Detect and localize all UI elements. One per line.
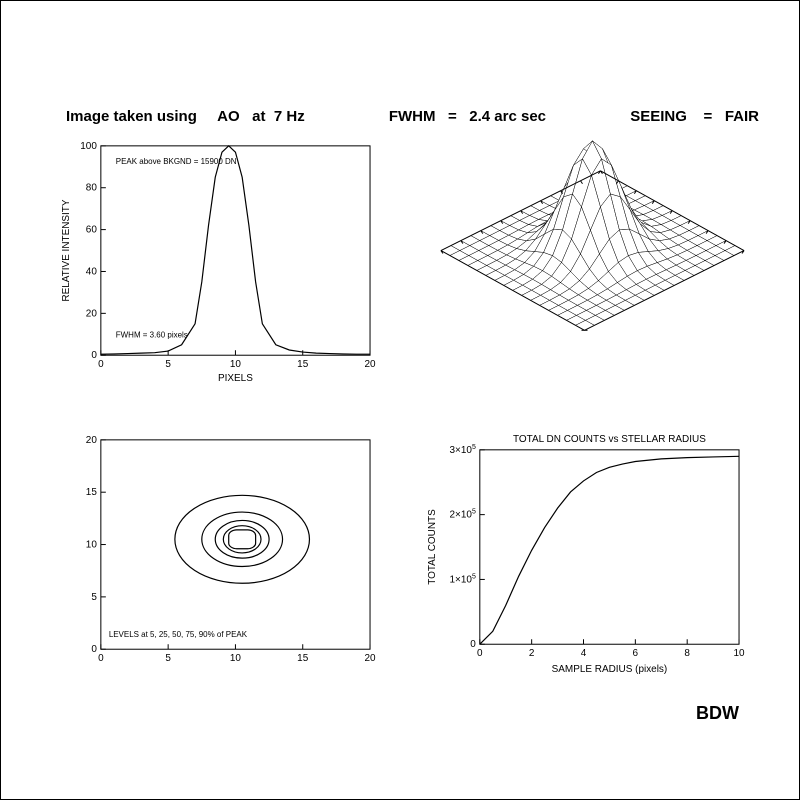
svg-text:3×105: 3×105 [450,444,476,456]
svg-text:10: 10 [230,359,242,370]
svg-text:1×105: 1×105 [450,573,476,585]
svg-text:0: 0 [470,639,476,650]
svg-text:PIXELS: PIXELS [218,373,253,384]
panels-grid: 05101520020406080100PIXELSRELATIVE INTEN… [51,131,749,689]
svg-text:10: 10 [86,540,98,551]
svg-text:0: 0 [91,350,97,361]
header-fwhm-value: 2.4 arc sec [469,108,546,125]
svg-text:100: 100 [80,141,97,152]
panel-contour: 0 5 10 15 20 0 5 10 15 20 LEVELS at 5, 25, 50, 75,… [51,425,380,689]
svg-text:4: 4 [581,648,587,659]
page-root: Image taken using AO at 7 Hz FWHM = 2.4 … [0,0,800,800]
growth-svg: TOTAL DN COUNTS vs STELLAR RADIUS 0 2 4 6 8 10… [420,425,749,689]
svg-text:TOTAL COUNTS: TOTAL COUNTS [427,509,438,585]
svg-text:15: 15 [297,653,309,664]
footer-signature: BDW [696,703,739,724]
svg-text:10: 10 [733,648,745,659]
svg-text:20: 20 [86,435,98,446]
header-seeing-value: FAIR [725,108,759,125]
panel-surface [420,131,749,395]
svg-text:0: 0 [98,653,104,664]
svg-text:5: 5 [165,359,171,370]
svg-text:15: 15 [297,359,309,370]
svg-text:5: 5 [91,592,97,603]
svg-text:10: 10 [230,653,242,664]
header-seeing-label: SEEING = [630,108,725,125]
svg-text:FWHM = 3.60 pixels: FWHM = 3.60 pixels [116,330,188,339]
svg-text:TOTAL DN COUNTS vs STELLAR RAD: TOTAL DN COUNTS vs STELLAR RADIUS [513,434,706,445]
panel-profile: 0 5 10 15 20 0 20 40 60 80 100 PIXELS RELATIVE INTEN… [51,131,380,395]
header-mode-pre: Image taken using [66,108,217,125]
svg-text:20: 20 [86,308,98,319]
svg-text:80: 80 [86,183,98,194]
contour-svg: 0 5 10 15 20 0 5 10 15 20 LEVELS at 5, 25, 50, 75,… [51,425,380,689]
svg-text:20: 20 [364,359,376,370]
header-fwhm-label: FWHM = [389,108,469,125]
svg-text:8: 8 [684,648,690,659]
svg-text:40: 40 [86,266,98,277]
panel-growth: TOTAL DN COUNTS vs STELLAR RADIUS 0 2 4 6 8 10… [420,425,749,689]
svg-text:20: 20 [364,653,376,664]
svg-text:5: 5 [165,653,171,664]
svg-text:6: 6 [633,648,639,659]
svg-text:2: 2 [529,648,535,659]
svg-text:PEAK above BKGND = 15900 DN: PEAK above BKGND = 15900 DN [116,157,237,166]
svg-text:2×105: 2×105 [450,509,476,521]
svg-text:60: 60 [86,225,98,236]
svg-text:15: 15 [86,487,98,498]
header-mode: AO [217,108,240,125]
svg-text:0: 0 [477,648,483,659]
profile-svg: 0 5 10 15 20 0 20 40 60 80 100 PIXELS RELATIVE INTEN… [51,131,380,395]
header-mode-post: at 7 Hz [240,108,305,125]
surface-svg [420,131,749,395]
svg-text:0: 0 [91,644,97,655]
svg-text:SAMPLE RADIUS (pixels): SAMPLE RADIUS (pixels) [552,664,668,675]
svg-text:LEVELS at 5, 25, 50, 75, 90% o: LEVELS at 5, 25, 50, 75, 90% of PEAK [109,630,248,639]
svg-text:0: 0 [98,359,104,370]
svg-text:RELATIVE INTENSITY: RELATIVE INTENSITY [61,199,72,301]
